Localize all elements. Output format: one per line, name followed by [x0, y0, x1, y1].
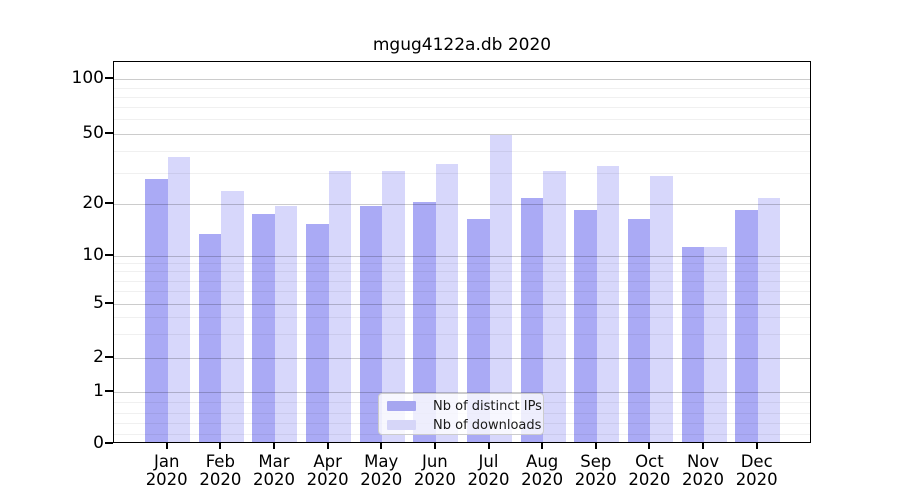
- x-tick-label: Sep 2020: [574, 452, 617, 489]
- legend-label-downloads: Nb of downloads: [433, 417, 542, 433]
- legend: Nb of distinct IPs Nb of downloads: [378, 393, 544, 435]
- bar-downloads-jul: [489, 134, 513, 442]
- major-gridline: [114, 204, 810, 206]
- x-tick-label: May 2020: [360, 452, 403, 489]
- major-gridline: [114, 358, 810, 360]
- major-gridline: [114, 304, 810, 306]
- y-tick-mark: [105, 202, 113, 205]
- y-tick-label: 0: [93, 433, 104, 453]
- legend-label-distinct-ips: Nb of distinct IPs: [433, 398, 542, 414]
- x-tick-mark: [594, 443, 597, 449]
- x-tick-mark: [755, 443, 758, 449]
- y-tick-label: 100: [71, 68, 104, 89]
- minor-gridline: [114, 280, 810, 282]
- bar-downloads-sep: [596, 166, 620, 442]
- bar-downloads-feb: [221, 191, 244, 442]
- y-tick-label: 5: [93, 293, 104, 314]
- x-tick-mark: [326, 443, 329, 449]
- minor-gridline: [114, 271, 810, 273]
- bar-distinct-ips-feb: [198, 234, 222, 442]
- y-tick-mark: [105, 131, 113, 134]
- legend-swatch-downloads: [387, 420, 416, 430]
- minor-gridline: [114, 107, 810, 109]
- x-tick-mark: [165, 443, 168, 449]
- x-tick-label: Jul 2020: [467, 452, 510, 489]
- bar-distinct-ips-jul: [467, 218, 490, 442]
- legend-item-downloads: Nb of downloads: [379, 416, 543, 434]
- y-tick-mark: [105, 77, 113, 80]
- y-tick-mark: [105, 442, 113, 444]
- y-tick-mark: [105, 302, 113, 305]
- bar-downloads-jan: [167, 156, 191, 442]
- bar-distinct-ips-dec: [735, 210, 758, 442]
- x-tick-label: Jun 2020: [413, 452, 456, 489]
- bar-downloads-jun: [435, 163, 459, 442]
- bar-distinct-ips-nov: [681, 246, 705, 442]
- legend-swatch-distinct-ips: [387, 401, 416, 411]
- chart-title: mgug4122a.db 2020: [372, 35, 552, 55]
- bar-downloads-oct: [650, 176, 673, 442]
- minor-gridline: [114, 119, 810, 121]
- x-tick-mark: [541, 443, 544, 449]
- y-tick-label: 50: [82, 122, 104, 143]
- major-gridline: [114, 255, 810, 257]
- y-tick-mark: [105, 389, 113, 392]
- x-tick-mark: [702, 443, 705, 449]
- major-gridline: [114, 133, 810, 135]
- bar-distinct-ips-jan: [145, 179, 168, 442]
- bar-distinct-ips-mar: [252, 214, 275, 442]
- y-tick-label: 2: [93, 347, 104, 368]
- y-tick-label: 1: [93, 380, 104, 401]
- x-tick-label: Feb 2020: [199, 452, 242, 489]
- y-tick-mark: [105, 356, 113, 359]
- minor-gridline: [114, 317, 810, 319]
- minor-gridline: [114, 87, 810, 89]
- minor-gridline: [114, 96, 810, 98]
- bar-downloads-aug: [543, 170, 566, 442]
- legend-item-distinct-ips: Nb of distinct IPs: [379, 397, 543, 415]
- x-tick-label: Nov 2020: [682, 452, 725, 489]
- x-tick-label: Dec 2020: [735, 452, 778, 489]
- bar-distinct-ips-oct: [627, 218, 651, 442]
- bar-distinct-ips-sep: [574, 210, 597, 442]
- minor-gridline: [114, 150, 810, 152]
- x-tick-mark: [219, 443, 222, 449]
- x-tick-mark: [487, 443, 490, 449]
- x-tick-label: Aug 2020: [521, 452, 564, 489]
- major-gridline: [114, 79, 810, 81]
- bar-downloads-mar: [274, 205, 298, 442]
- x-tick-mark: [433, 443, 436, 449]
- minor-gridline: [114, 172, 810, 174]
- x-tick-label: Oct 2020: [628, 452, 671, 489]
- x-tick-label: Jan 2020: [145, 452, 188, 489]
- bar-downloads-apr: [328, 170, 352, 442]
- x-tick-mark: [272, 443, 275, 449]
- bar-distinct-ips-jun: [413, 202, 436, 442]
- plot-area: [113, 61, 811, 443]
- bar-distinct-ips-aug: [520, 198, 544, 442]
- minor-gridline: [114, 262, 810, 264]
- y-tick-label: 20: [82, 193, 104, 214]
- bar-downloads-may: [382, 170, 405, 442]
- minor-gridline: [114, 334, 810, 336]
- x-tick-label: Apr 2020: [306, 452, 349, 489]
- x-tick-mark: [648, 443, 651, 449]
- x-tick-label: Mar 2020: [252, 452, 295, 489]
- bar-downloads-dec: [757, 198, 781, 442]
- bar-downloads-nov: [704, 246, 727, 442]
- y-tick-mark: [105, 253, 113, 256]
- bar-distinct-ips-may: [359, 205, 383, 442]
- x-tick-mark: [380, 443, 383, 449]
- y-tick-label: 10: [82, 244, 104, 265]
- bar-distinct-ips-apr: [306, 223, 329, 442]
- minor-gridline: [114, 291, 810, 293]
- major-gridline: [114, 391, 810, 393]
